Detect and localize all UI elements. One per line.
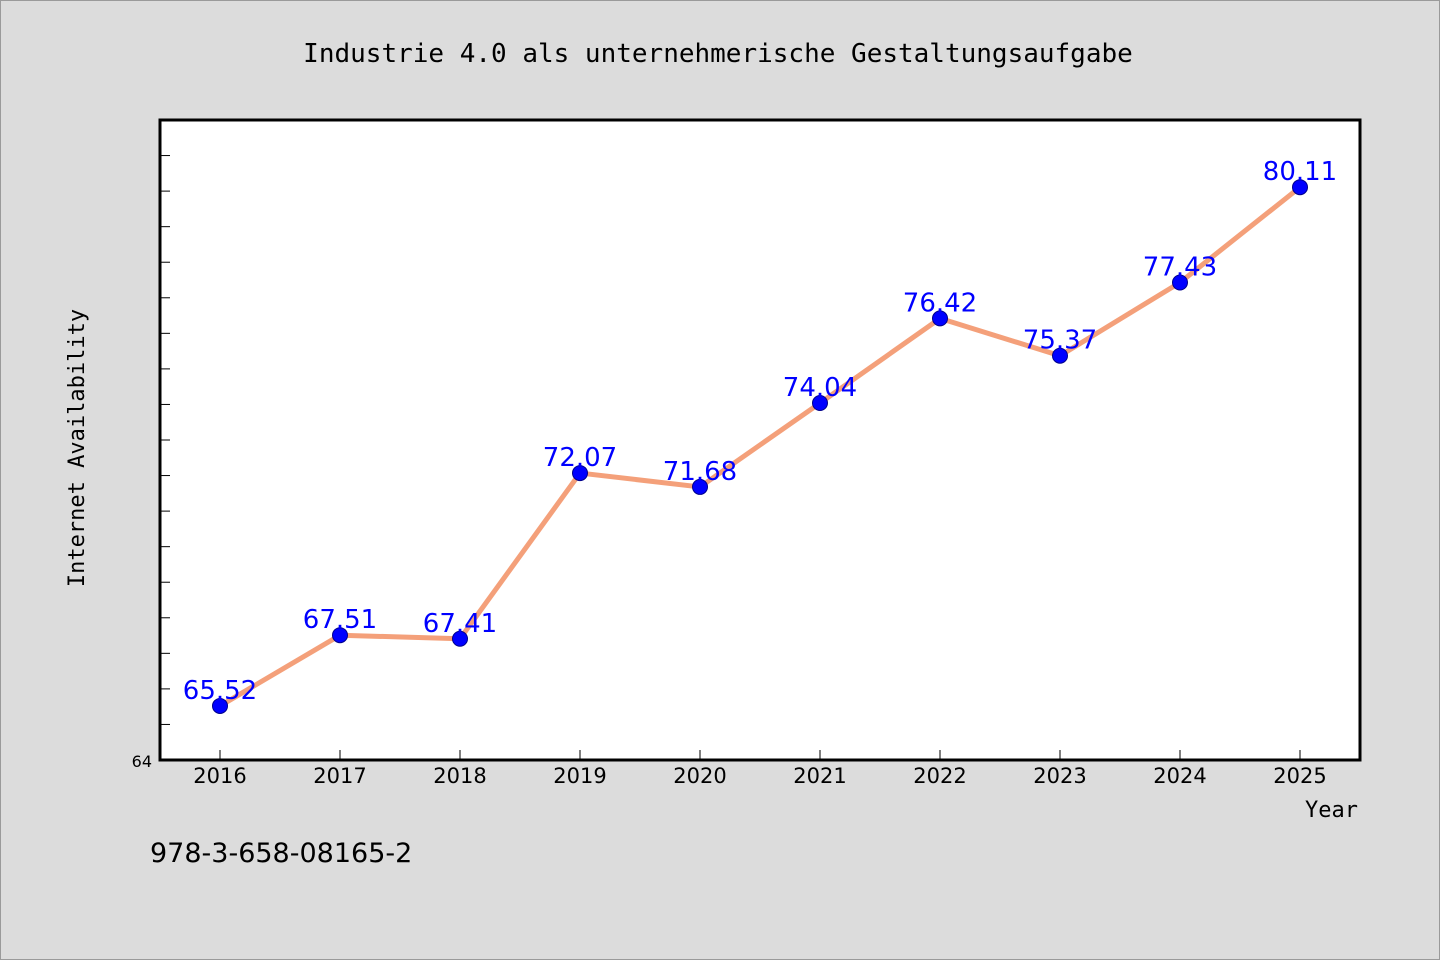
series: 65.52 67.51 67.41 72.07 71.68 74.04 76.42 75.37… [183,157,1337,714]
x-axis-ticks: 2016 2017 2018 2019 2020 2021 2022 2023 2024 2025 [193,750,1327,788]
data-point [332,627,348,644]
y-axis-label: Internet Availability [65,309,90,587]
data-label: 77.43 [1143,252,1217,282]
x-tick-label: 2016 [193,764,246,788]
x-tick-label: 2017 [313,764,366,788]
x-tick-label: 2023 [1033,764,1086,788]
x-tick-label: 2019 [553,764,606,788]
data-point [1292,179,1308,196]
y-tick-label-min: 64 [132,752,152,771]
plot-area [158,118,1362,762]
y-axis-ticks [160,155,170,725]
data-point [572,465,588,482]
series-line [217,184,1303,709]
data-label: 65.52 [183,676,257,706]
data-point [932,310,948,327]
data-point [452,630,468,647]
x-axis-label: Year [1305,798,1358,823]
data-point [1052,347,1068,364]
x-tick-label: 2025 [1273,764,1326,788]
data-label: 75.37 [1023,326,1097,356]
data-label: 72.07 [543,443,617,473]
x-tick-label: 2024 [1153,764,1206,788]
x-tick-label: 2022 [913,764,966,788]
isbn-text: 978-3-658-08165-2 [150,838,412,869]
data-point [212,697,228,714]
data-point [692,478,708,495]
x-tick-label: 2020 [673,764,726,788]
data-point [1172,274,1188,291]
data-point [812,395,828,412]
data-label: 76.42 [903,288,977,318]
data-label: 67.41 [423,609,497,639]
data-label: 71.68 [663,457,737,487]
data-label: 80.11 [1263,157,1337,187]
data-label: 74.04 [783,373,857,403]
chart-title: Industrie 4.0 als unternehmerische Gesta… [303,39,1133,69]
x-tick-label: 2021 [793,764,846,788]
x-tick-label: 2018 [433,764,486,788]
data-label: 67.51 [303,605,377,635]
